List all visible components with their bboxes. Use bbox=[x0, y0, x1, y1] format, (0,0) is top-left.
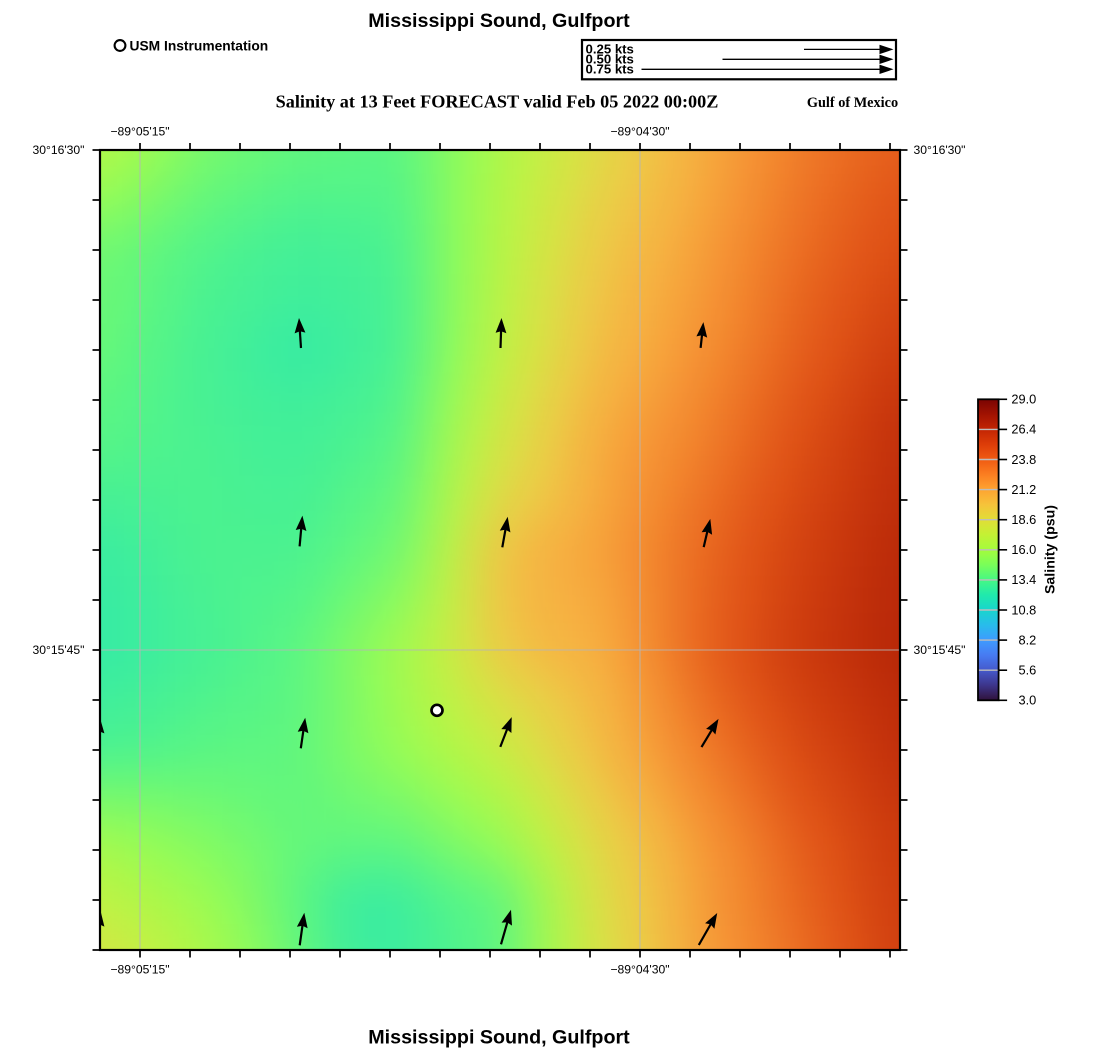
svg-text:5.6: 5.6 bbox=[1019, 663, 1037, 678]
svg-text:Mississippi Sound, Gulfport: Mississippi Sound, Gulfport bbox=[368, 1027, 630, 1049]
svg-text:18.6: 18.6 bbox=[1011, 512, 1036, 527]
svg-text:16.0: 16.0 bbox=[1011, 542, 1036, 557]
svg-text:USM Instrumentation: USM Instrumentation bbox=[130, 39, 269, 54]
svg-text:13.4: 13.4 bbox=[1011, 572, 1036, 587]
svg-text:Mississippi Sound, Gulfport: Mississippi Sound, Gulfport bbox=[368, 10, 630, 32]
svg-text:8.2: 8.2 bbox=[1019, 632, 1037, 647]
svg-text:30°16'30": 30°16'30" bbox=[914, 143, 966, 157]
svg-text:30°16'30": 30°16'30" bbox=[33, 143, 85, 157]
svg-text:3.0: 3.0 bbox=[1019, 693, 1037, 708]
svg-text:−89°05'15": −89°05'15" bbox=[110, 125, 169, 139]
svg-text:0.75 kts: 0.75 kts bbox=[586, 62, 634, 77]
svg-text:Salinity (psu): Salinity (psu) bbox=[1043, 505, 1059, 594]
svg-text:−89°04'30": −89°04'30" bbox=[610, 125, 669, 139]
svg-text:−89°05'15": −89°05'15" bbox=[110, 963, 169, 977]
svg-text:−89°04'30": −89°04'30" bbox=[610, 963, 669, 977]
svg-text:0.25 kts: 0.25 kts bbox=[586, 42, 634, 57]
svg-text:Gulf of Mexico: Gulf of Mexico bbox=[807, 95, 898, 111]
svg-text:Salinity at 13 Feet FORECAST v: Salinity at 13 Feet FORECAST valid Feb 0… bbox=[276, 91, 719, 111]
svg-text:10.8: 10.8 bbox=[1011, 602, 1036, 617]
svg-text:23.8: 23.8 bbox=[1011, 452, 1036, 467]
svg-text:30°15'45": 30°15'45" bbox=[914, 643, 966, 657]
svg-text:0.50 kts: 0.50 kts bbox=[586, 52, 634, 67]
svg-text:29.0: 29.0 bbox=[1011, 392, 1036, 407]
svg-text:30°15'45": 30°15'45" bbox=[33, 643, 85, 657]
svg-text:21.2: 21.2 bbox=[1011, 482, 1036, 497]
svg-text:26.4: 26.4 bbox=[1011, 422, 1036, 437]
